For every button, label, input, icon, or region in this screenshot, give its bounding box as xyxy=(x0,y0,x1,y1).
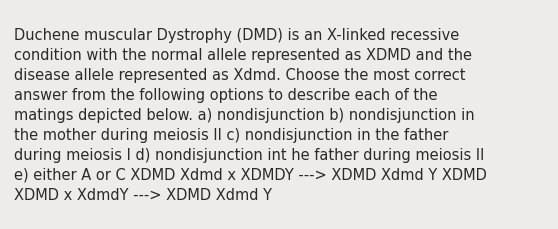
Text: Duchene muscular Dystrophy (DMD) is an X-linked recessive
condition with the nor: Duchene muscular Dystrophy (DMD) is an X… xyxy=(14,27,487,202)
